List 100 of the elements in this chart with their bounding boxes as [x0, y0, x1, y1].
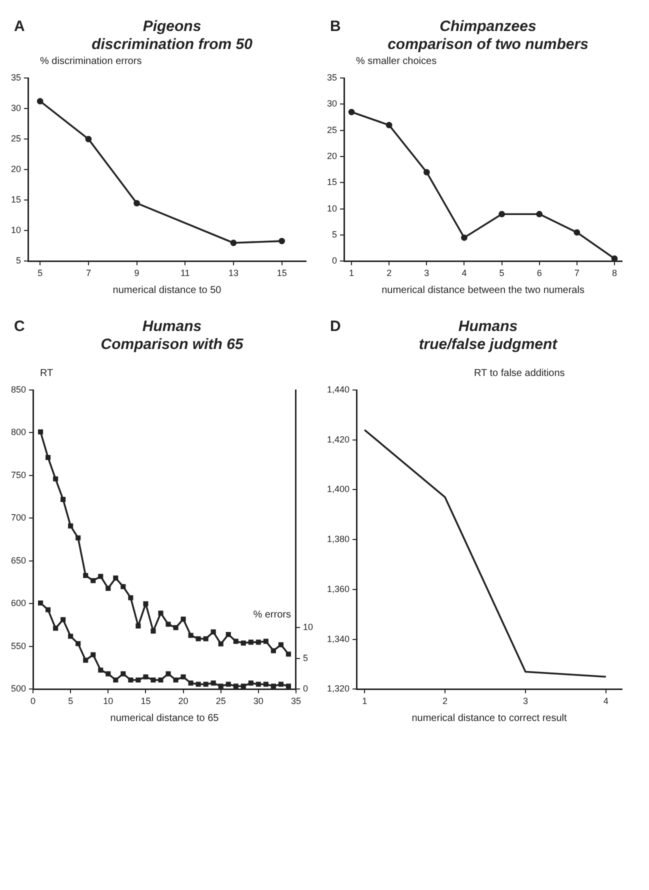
- chart-subtitle: comparison of two numbers: [386, 36, 590, 54]
- point: [166, 671, 171, 676]
- x-tick-label: 15: [276, 268, 287, 278]
- point: [210, 680, 216, 686]
- point: [196, 636, 201, 642]
- x-tick-label: 3: [424, 268, 430, 278]
- chart-title: Chimpanzees: [438, 18, 538, 36]
- point: [286, 652, 291, 657]
- point: [270, 684, 276, 689]
- y2-tick-label: 5: [302, 652, 308, 663]
- point: [233, 684, 238, 689]
- x-axis-title: numerical distance to 50: [112, 284, 222, 296]
- point: [270, 648, 276, 654]
- x-tick-label: 5: [499, 268, 504, 278]
- y-tick-label: 1,400: [326, 484, 350, 494]
- point: [134, 200, 140, 206]
- point: [143, 674, 148, 680]
- point: [240, 640, 246, 646]
- x-axis-title: numerical distance between the two numerals: [382, 284, 584, 296]
- x-axis-title: numerical distance to 65: [110, 712, 220, 724]
- y-tick-label: 10: [10, 225, 22, 236]
- point: [386, 122, 392, 128]
- y-tick-label: 1,340: [326, 634, 350, 644]
- point: [98, 668, 104, 673]
- point: [203, 636, 208, 642]
- y-tick-label: 5: [332, 230, 338, 240]
- y-tick-label: 600: [10, 598, 26, 608]
- y-tick-label: 800: [10, 427, 26, 438]
- point: [230, 240, 237, 246]
- x-tick-label: 5: [38, 268, 43, 278]
- x-axis-title: numerical distance to correct result: [412, 712, 568, 724]
- point: [196, 682, 201, 687]
- y-tick-label: 10: [326, 203, 338, 214]
- chart-title: Humans: [457, 318, 519, 336]
- point: [120, 584, 126, 590]
- y2-tick-label: 0: [302, 684, 308, 694]
- y-tick-label: 500: [10, 684, 26, 694]
- point: [143, 601, 148, 606]
- point: [256, 640, 261, 645]
- point: [90, 652, 96, 658]
- y-tick-label: 25: [326, 124, 338, 135]
- point: [286, 684, 291, 689]
- point: [226, 632, 231, 638]
- point: [278, 642, 284, 648]
- point: [248, 680, 254, 686]
- point: [218, 684, 224, 689]
- x-tick-label: 2: [442, 696, 448, 706]
- y2-tick-label: 10: [302, 622, 314, 632]
- point: [76, 535, 81, 540]
- x-tick-label: 13: [228, 268, 238, 278]
- point: [611, 255, 618, 262]
- point: [106, 671, 111, 676]
- text: B: [329, 18, 342, 35]
- x-tick-label: 35: [290, 696, 301, 706]
- text: C: [13, 318, 26, 335]
- y-axis-title: RT to false additions: [473, 368, 566, 380]
- y-tick-label: 1,320: [326, 684, 350, 694]
- point: [85, 136, 92, 142]
- x-tick-label: 3: [522, 696, 528, 706]
- point: [38, 429, 44, 434]
- y-tick-label: 1,440: [326, 384, 350, 394]
- point: [248, 640, 254, 645]
- x-tick-label: 7: [574, 268, 580, 278]
- point: [36, 98, 44, 104]
- point: [226, 682, 231, 687]
- y-tick-label: 850: [10, 384, 26, 394]
- point: [128, 677, 134, 682]
- point: [423, 169, 430, 176]
- y-tick-label: 35: [10, 72, 22, 82]
- point: [180, 674, 186, 680]
- text: D: [329, 318, 342, 335]
- point: [53, 626, 58, 631]
- point: [173, 677, 178, 682]
- point: [348, 108, 355, 116]
- point: [76, 641, 81, 646]
- point: [278, 682, 284, 687]
- y-tick-label: 20: [326, 151, 338, 161]
- x-tick-label: 10: [103, 696, 114, 706]
- point: [60, 617, 66, 622]
- point: [256, 682, 261, 687]
- point: [113, 677, 118, 682]
- point: [150, 677, 156, 682]
- point: [53, 476, 58, 482]
- x-tick-label: 15: [140, 696, 151, 706]
- x-tick-label: 11: [180, 268, 190, 278]
- x-tick-label: 1: [362, 696, 368, 706]
- point: [536, 210, 543, 218]
- x-tick-label: 6: [536, 268, 542, 278]
- point: [46, 607, 51, 612]
- point: [263, 638, 268, 644]
- point: [136, 623, 141, 628]
- point: [166, 622, 171, 627]
- point: [158, 610, 164, 616]
- x-tick-label: 0: [30, 696, 36, 706]
- x-tick-label: 8: [612, 268, 617, 278]
- x-tick-label: 7: [86, 268, 91, 278]
- chart-title: Pigeons: [142, 18, 202, 36]
- point: [83, 658, 88, 663]
- point: [240, 684, 246, 689]
- point: [136, 677, 141, 682]
